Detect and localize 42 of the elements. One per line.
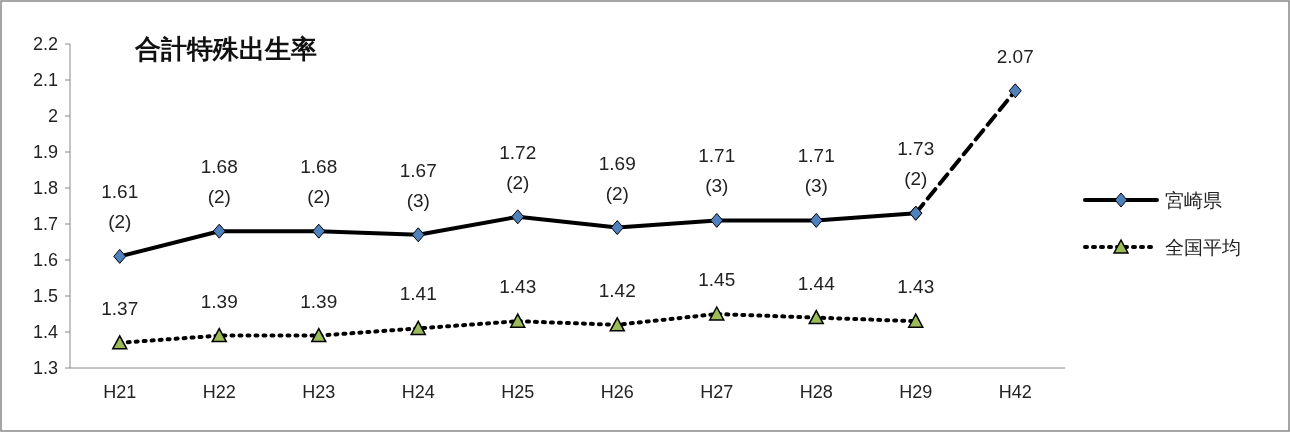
y-tick-label: 2	[47, 106, 58, 127]
data-label: 1.37	[101, 297, 139, 319]
data-label: 1.43	[499, 276, 537, 298]
data-label: 1.45	[698, 269, 736, 290]
y-tick-label: 2.2	[32, 34, 58, 55]
y-tick-label: 1.9	[32, 142, 58, 163]
data-label: 1.72 (2)	[499, 141, 537, 193]
data-label: 1.61 (2)	[101, 181, 139, 233]
data-label: 1.44	[797, 272, 836, 294]
x-tick-label: H27	[700, 382, 734, 402]
data-label: 1.41	[399, 283, 437, 305]
data-label: 1.71 (3)	[698, 145, 736, 197]
y-tick-label: 1.4	[32, 322, 58, 343]
data-label: 1.43	[897, 276, 935, 298]
y-tick-label: 2.1	[32, 70, 58, 91]
data-label: 1.67 (3)	[399, 159, 437, 211]
legend-label: 宮崎県	[1165, 189, 1222, 211]
y-tick-label: 1.5	[32, 286, 58, 307]
data-label: 1.71 (3)	[797, 145, 835, 197]
x-tick-label: H22	[202, 382, 236, 402]
chart-title: 合計特殊出生率	[134, 34, 317, 64]
y-tick-label: 1.3	[32, 358, 58, 379]
y-tick-label: 1.8	[32, 178, 58, 199]
data-label: 1.68 (2)	[300, 156, 338, 208]
data-label: 1.68 (2)	[200, 156, 238, 208]
data-label: 1.69 (2)	[598, 152, 636, 204]
y-tick-label: 1.6	[32, 250, 58, 271]
x-tick-label: H26	[600, 382, 634, 402]
x-tick-label: H29	[899, 382, 933, 402]
y-tick-label: 1.7	[32, 214, 58, 235]
data-label: 1.39	[200, 290, 238, 312]
data-label: 1.39	[300, 290, 338, 312]
x-tick-label: H23	[302, 382, 336, 402]
data-label: 2.07	[996, 45, 1034, 67]
x-tick-label: H24	[401, 382, 435, 402]
data-label: 1.73 (2)	[897, 138, 935, 190]
legend-label: 全国平均	[1165, 236, 1241, 258]
x-tick-label: H25	[501, 382, 535, 402]
x-tick-label: H28	[799, 382, 833, 402]
data-label: 1.42	[598, 279, 636, 301]
x-tick-label: H21	[103, 382, 137, 402]
x-tick-label: H42	[998, 382, 1032, 402]
